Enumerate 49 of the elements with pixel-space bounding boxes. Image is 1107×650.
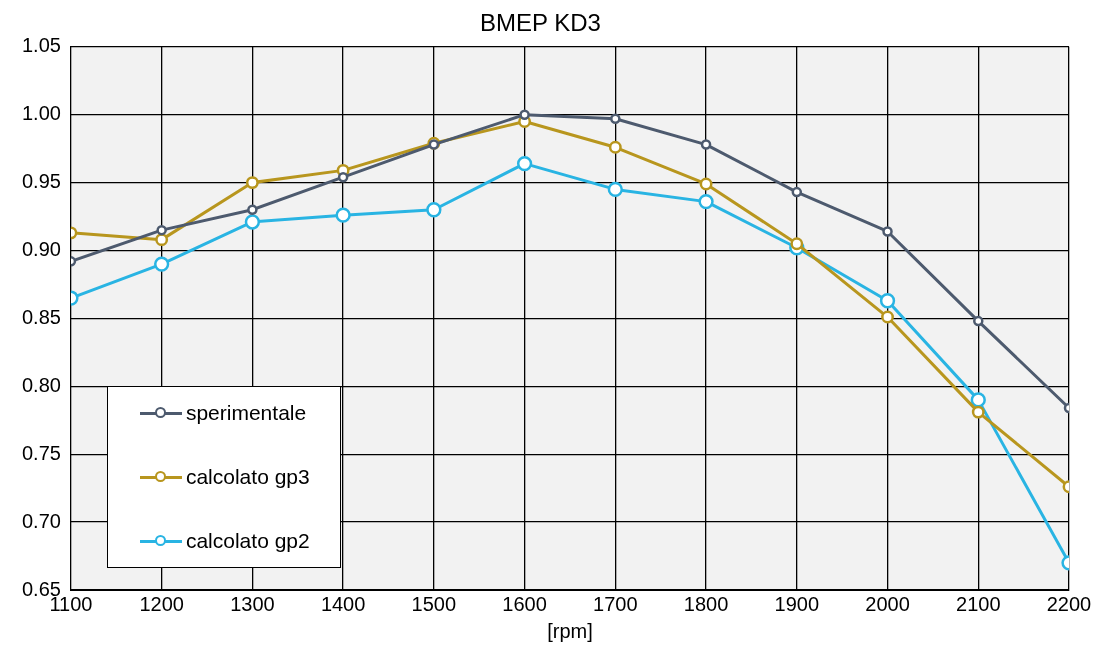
point [245, 176, 259, 190]
point [610, 113, 621, 125]
x-tick-label: 1200 [139, 592, 184, 615]
point [247, 204, 258, 216]
point [155, 233, 169, 247]
point [791, 186, 803, 198]
point [337, 171, 349, 183]
point [699, 177, 713, 191]
point [970, 392, 986, 408]
x-axis-title: [rpm] [547, 619, 593, 642]
point [698, 193, 714, 210]
x-tick-label: 1500 [411, 592, 457, 615]
point [700, 139, 712, 150]
point [335, 207, 351, 223]
point [607, 181, 623, 198]
x-tick-label: 2000 [865, 592, 910, 615]
y-tick-label: 0.70 [21, 509, 61, 532]
point [154, 256, 170, 272]
point [516, 155, 533, 172]
x-tick-label: 2100 [956, 592, 1001, 615]
point [881, 310, 894, 324]
point [244, 214, 261, 230]
point [973, 315, 984, 327]
y-tick-label: 0.85 [21, 305, 61, 328]
point [426, 202, 442, 218]
x-tick-label: 1900 [774, 592, 820, 615]
y-tick-label: 0.95 [21, 170, 61, 193]
x-tick-label: 1800 [683, 592, 729, 615]
point [790, 237, 804, 251]
y-tick-label: 1.00 [21, 102, 61, 125]
y-tick-label: 0.80 [21, 373, 61, 396]
legend-label: calcolato gp2 [185, 529, 310, 553]
x-tick-label: 2200 [1046, 592, 1092, 615]
point [608, 140, 622, 154]
legend-label: sperimentale [185, 401, 307, 425]
point [156, 224, 167, 236]
y-tick-label: 0.90 [21, 238, 61, 261]
y-tick-label: 0.75 [21, 441, 61, 464]
x-tick-label: 1300 [230, 592, 275, 615]
y-tick-label: 1.05 [21, 34, 61, 57]
point [882, 226, 893, 237]
x-tick-label: 1400 [320, 592, 366, 615]
point [971, 405, 985, 419]
chart-title: BMEP KD3 [480, 9, 601, 37]
x-tick-label: 1700 [593, 592, 638, 615]
legend-label: calcolato gp3 [185, 465, 310, 489]
point [519, 109, 530, 120]
x-tick-label: 1600 [502, 592, 547, 615]
point [879, 293, 896, 309]
